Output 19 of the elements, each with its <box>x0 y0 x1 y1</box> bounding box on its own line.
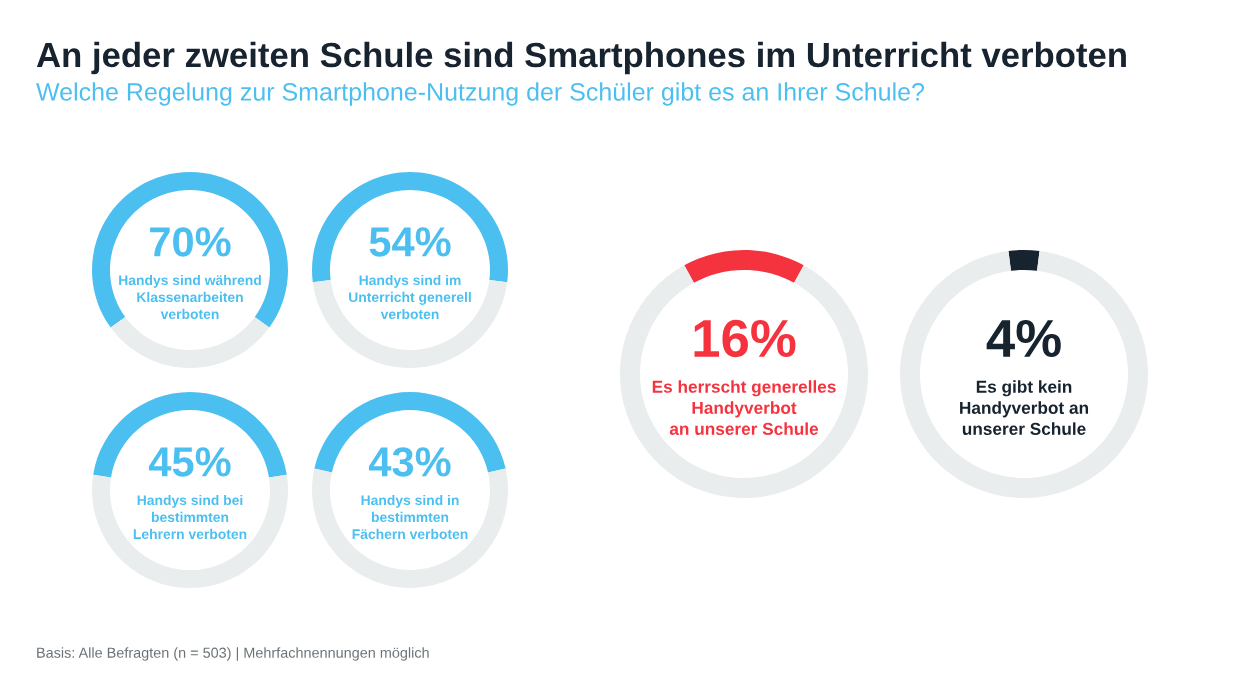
data-label: 45% <box>148 447 231 477</box>
donut-slice <box>1008 250 1040 271</box>
donut-slice <box>110 317 270 368</box>
text: An jeder zweiten Schule sind Smartphones im Unterricht verboten <box>36 41 1126 75</box>
donut-slice <box>314 392 506 473</box>
donut-slice <box>684 250 804 283</box>
data-label: 4% <box>986 319 1061 358</box>
text: Es gibt kein Handyverbot an unserer Schule <box>960 380 1089 436</box>
data-label: 16% <box>694 319 796 358</box>
text: Welche Regelung zur Smartphone-Nutzung der Schüler gibt es an Ihrer Schule? <box>36 82 925 106</box>
donut-slice <box>93 392 287 478</box>
donut-slice <box>900 250 1148 498</box>
donut-slice <box>620 265 868 498</box>
data-label: 43% <box>368 447 451 477</box>
donut-slice <box>92 474 288 588</box>
text: Es herrscht generelles Handyverbot an unserer Schule <box>652 380 836 436</box>
data-label: 70% <box>150 227 231 257</box>
donut-slice <box>92 172 288 328</box>
data-label: 54% <box>369 227 451 257</box>
